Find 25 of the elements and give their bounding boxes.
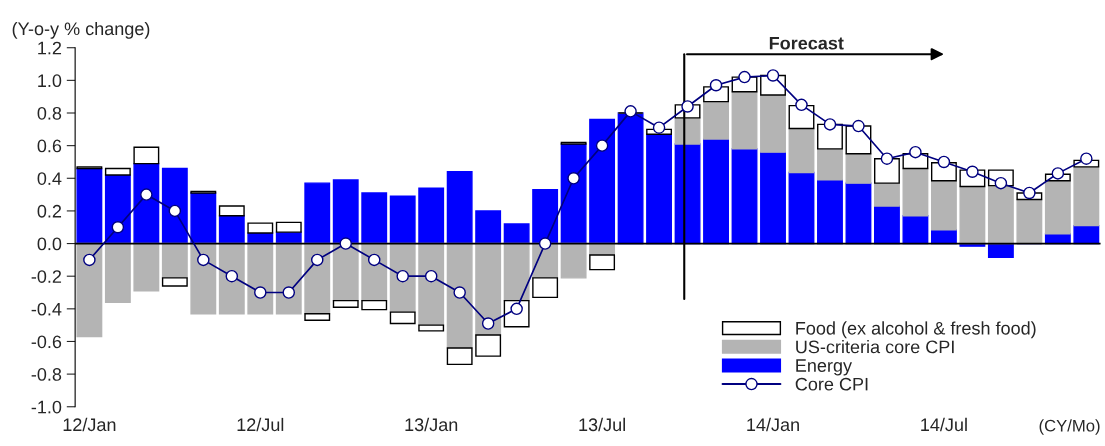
x-tick-label: 14/Jan (747, 417, 799, 432)
x-tick-label: 12/Jul (237, 417, 284, 432)
legend-label: US-criteria core CPI (796, 340, 954, 354)
y-tick-label: 1.0 (38, 74, 62, 88)
y-tick-label: -0.8 (31, 368, 62, 381)
y-axis-title: (Y-o-y % change) (12, 21, 150, 39)
y-tick-label: -0.6 (31, 335, 62, 349)
x-tick-label: 13/Jul (579, 417, 625, 432)
legend-label: Food (ex alcohol & fresh food) (796, 321, 1036, 339)
x-tick-label: 13/Jan (405, 417, 458, 432)
annotation: Forecast (769, 36, 844, 50)
y-tick-label: -0.4 (31, 302, 62, 316)
y-tick-label: -1.0 (31, 400, 62, 414)
legend-label: Energy (796, 359, 852, 376)
y-tick-label: -0.2 (31, 270, 62, 283)
x-axis-title: (CY/Mo) (1039, 419, 1100, 435)
y-tick-label: 0.2 (37, 204, 62, 218)
y-tick-label: 0.0 (37, 237, 62, 251)
legend-label: Core CPI (795, 377, 868, 391)
y-tick-label: 0.6 (37, 139, 62, 153)
y-tick-label: 1.2 (38, 41, 62, 55)
x-tick-label: 14/Jul (921, 417, 967, 432)
y-tick-label: 0.4 (37, 172, 62, 185)
y-tick-label: 0.8 (37, 106, 62, 120)
x-tick-label: 12/Jan (63, 417, 116, 432)
